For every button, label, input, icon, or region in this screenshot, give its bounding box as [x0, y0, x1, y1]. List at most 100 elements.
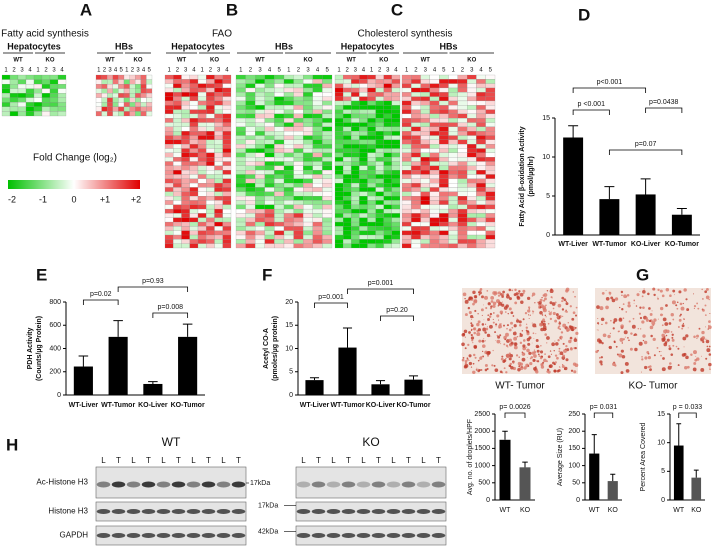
heatmap-cell [351, 131, 360, 136]
heatmap-cell [206, 152, 215, 158]
lipid-droplet [497, 291, 501, 295]
heatmap-cell [129, 93, 136, 98]
heatmap-cell [255, 230, 265, 236]
lipid-droplet [705, 357, 708, 360]
heatmap-cell [283, 139, 294, 145]
lipid-droplet [627, 337, 629, 339]
heatmap-cell [476, 139, 486, 145]
heatmap-cell [411, 148, 421, 153]
heatmap-cell [181, 79, 190, 84]
lipid-droplet [685, 355, 689, 360]
heatmap-cell [367, 113, 376, 119]
heatmap-cell [25, 102, 35, 107]
heatmap-cell [214, 196, 223, 201]
heatmap-cell [401, 221, 412, 227]
subgroup-label: WT [105, 58, 115, 64]
legend-tick-label: -1 [39, 194, 47, 204]
subgroup-label: KO [304, 58, 313, 64]
lipid-droplet [544, 333, 548, 336]
lipid-droplet [637, 327, 640, 330]
lipid-droplet [515, 331, 516, 333]
heatmap-cell [476, 157, 486, 162]
heatmap-cell [375, 109, 384, 115]
heatmap-cell [293, 196, 304, 201]
heatmap-cell [49, 93, 59, 98]
heatmap-cell [334, 148, 344, 153]
heatmap-cell [181, 196, 190, 201]
heatmap-cell [107, 102, 113, 107]
heatmap-cell [359, 109, 368, 115]
lipid-droplet [565, 300, 567, 303]
heatmap-cell [274, 139, 285, 145]
heatmap-cell [303, 217, 313, 223]
heatmap-cell [181, 131, 190, 136]
heatmap-cell [312, 178, 323, 184]
lipid-droplet [540, 327, 544, 332]
heatmap-cell [334, 196, 344, 201]
lipid-droplet [599, 360, 603, 364]
heatmap-cell [214, 144, 223, 149]
heatmap-cell [173, 152, 182, 158]
heatmap-cell [411, 157, 421, 162]
heatmap-cell [173, 191, 182, 197]
heatmap-cell [293, 178, 304, 184]
heatmap-cell [367, 174, 376, 179]
blot-band [111, 509, 126, 514]
heatmap-cell [189, 196, 199, 201]
lipid-droplet [536, 349, 540, 353]
lipid-droplet [572, 311, 576, 315]
lipid-droplet [696, 337, 698, 339]
heatmap-cell [312, 144, 323, 149]
heatmap-cell [343, 109, 352, 115]
heatmap-cell [197, 118, 207, 123]
heatmap-cell [351, 213, 360, 218]
panel-letter: C [391, 0, 403, 19]
heatmap-cell [391, 100, 401, 106]
heatmap-cell [429, 208, 440, 214]
heatmap-cell [303, 157, 313, 162]
heatmap-cell [391, 105, 401, 110]
heatmap-cell [189, 105, 199, 110]
heatmap-cell [448, 213, 458, 218]
heatmap-cell [140, 102, 147, 107]
heatmap-cell [457, 152, 468, 158]
micrograph [595, 288, 711, 374]
heatmap-cell [235, 113, 246, 119]
lipid-droplet [501, 355, 504, 358]
lipid-droplet [700, 368, 705, 372]
y-tick-label: 250 [568, 411, 580, 418]
heatmap-cell [235, 109, 246, 115]
heatmap-cell [375, 144, 384, 149]
lipid-droplet [687, 327, 689, 329]
heatmap-cell [274, 113, 285, 119]
significance-bracket [593, 412, 614, 418]
blot-band [111, 481, 126, 488]
heatmap-cell [95, 106, 102, 112]
lipid-droplet [565, 310, 568, 313]
lipid-droplet [461, 358, 465, 362]
heatmap-cell [485, 243, 496, 249]
heatmap-cell [401, 178, 412, 184]
lipid-droplet [473, 353, 476, 357]
lipid-droplet [516, 319, 520, 323]
lipid-droplet [639, 306, 642, 309]
heatmap-cell [375, 221, 384, 227]
heatmap-cell [49, 111, 59, 117]
subgroup-label: KO [134, 58, 143, 64]
heatmap-cell [264, 83, 275, 89]
heatmap-cell [467, 208, 477, 214]
lipid-droplet [667, 365, 672, 370]
lipid-droplet [693, 305, 697, 308]
heatmap-cell [467, 178, 477, 184]
heatmap-cell [383, 152, 392, 158]
heatmap-cell [439, 122, 449, 127]
heatmap-cell [312, 79, 323, 84]
heatmap-cell [189, 148, 199, 153]
lipid-droplet [485, 323, 487, 325]
heatmap-cell [164, 87, 174, 93]
heatmap-cell [420, 234, 431, 240]
heatmap-cell [439, 239, 449, 244]
heatmap-cell [476, 148, 486, 153]
lipid-droplet [633, 302, 635, 304]
heatmap-cell [222, 165, 232, 171]
